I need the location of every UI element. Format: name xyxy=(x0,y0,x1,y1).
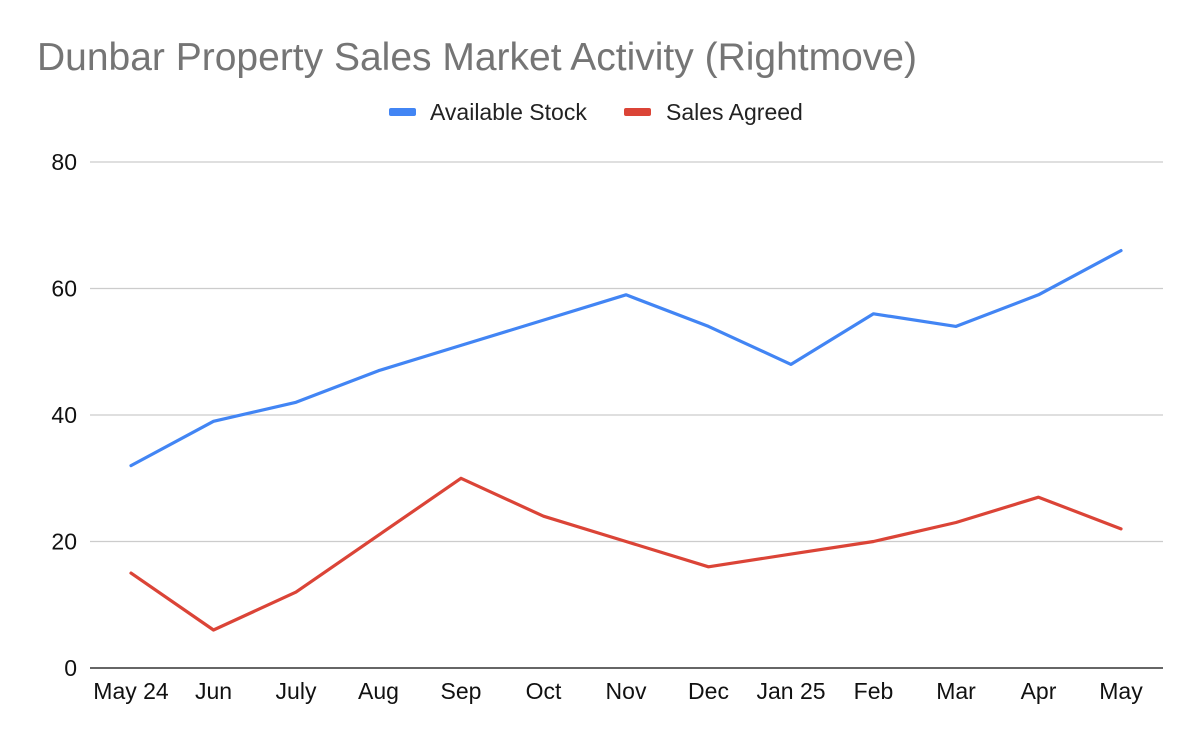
legend-label-available-stock: Available Stock xyxy=(430,99,587,125)
x-tick-label-jun: Jun xyxy=(195,678,232,704)
y-axis: 0 20 40 60 80 xyxy=(51,149,77,681)
legend-swatch-available-stock xyxy=(389,108,416,116)
chart-legend: Available Stock Sales Agreed xyxy=(389,99,803,125)
x-tick-label-sep: Sep xyxy=(441,678,482,704)
x-tick-label-apr: Apr xyxy=(1021,678,1057,704)
y-tick-label-0: 0 xyxy=(64,655,77,681)
x-tick-label-july: July xyxy=(276,678,317,704)
series-line-sales-agreed xyxy=(129,476,1123,632)
legend-item-available-stock: Available Stock xyxy=(389,99,587,125)
series-layer xyxy=(129,249,1123,632)
y-tick-label-60: 60 xyxy=(51,276,77,302)
legend-label-sales-agreed: Sales Agreed xyxy=(666,99,803,125)
x-tick-label-oct: Oct xyxy=(526,678,562,704)
legend-item-sales-agreed: Sales Agreed xyxy=(624,99,803,125)
gridlines xyxy=(90,161,1163,669)
series-line-available-stock xyxy=(129,249,1123,468)
x-tick-label-may: May xyxy=(1099,678,1143,704)
x-tick-label-feb: Feb xyxy=(854,678,894,704)
chart-title: Dunbar Property Sales Market Activity (R… xyxy=(37,36,917,79)
x-tick-label-dec: Dec xyxy=(688,678,729,704)
x-tick-label-aug: Aug xyxy=(358,678,399,704)
x-tick-label-mar: Mar xyxy=(936,678,976,704)
x-tick-label-may-24: May 24 xyxy=(93,678,169,704)
y-tick-label-80: 80 xyxy=(51,149,77,175)
x-tick-label-nov: Nov xyxy=(606,678,647,704)
x-axis: May 24 Jun July Aug Sep Oct Nov Dec Jan 25 Feb Mar… xyxy=(93,678,1143,704)
y-tick-label-20: 20 xyxy=(51,529,77,555)
x-tick-label-jan-25: Jan 25 xyxy=(756,678,825,704)
legend-swatch-sales-agreed xyxy=(624,108,651,116)
y-tick-label-40: 40 xyxy=(51,402,77,428)
